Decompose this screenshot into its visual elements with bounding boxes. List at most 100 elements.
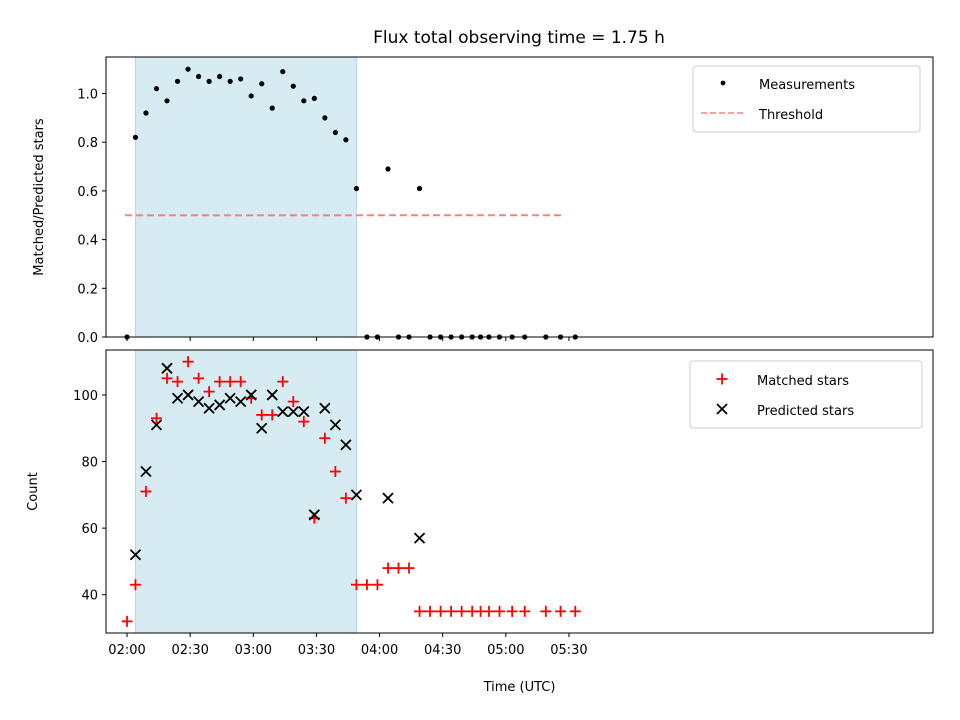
count-panel-frame bbox=[105, 349, 934, 634]
measurement-point bbox=[227, 78, 233, 84]
ratio-panel-frame bbox=[105, 56, 934, 338]
matched-star-point bbox=[483, 605, 495, 617]
ratio-panel: 0.0 0.2 0.4 0.6 0.8 1.0 Matched/Predicted sta… bbox=[32, 56, 934, 346]
x-tick-label: 05:00 bbox=[487, 643, 524, 658]
matched-star-point bbox=[214, 376, 226, 388]
x-tick-label: 04:00 bbox=[361, 643, 398, 658]
matched-star-point bbox=[203, 386, 215, 398]
matched-star-point bbox=[435, 605, 447, 617]
count-legend: Matched stars Predicted stars bbox=[689, 360, 923, 429]
measurement-point bbox=[238, 76, 244, 82]
predicted-star-point bbox=[245, 389, 257, 401]
measurement-point bbox=[290, 83, 296, 89]
predicted-star-point bbox=[182, 389, 194, 401]
predicted-star-point bbox=[319, 402, 331, 414]
predicted-star-point bbox=[340, 439, 352, 451]
ratio-y-tick-label: 0.4 bbox=[77, 234, 98, 249]
measurement-point bbox=[217, 73, 223, 80]
predicted-star-point bbox=[308, 509, 320, 521]
matched-star-point bbox=[393, 562, 405, 574]
ratio-y-tick-label: 0.8 bbox=[77, 136, 98, 151]
measurement-point bbox=[206, 78, 212, 84]
matched-star-point bbox=[456, 605, 468, 617]
x-tick-label: 02:00 bbox=[108, 643, 145, 658]
count-y-tick-label: 40 bbox=[81, 589, 98, 604]
predicted-star-point bbox=[171, 392, 184, 404]
measurement-point bbox=[416, 185, 423, 192]
matched-star-point bbox=[382, 562, 394, 574]
count-y-tick-label: 100 bbox=[73, 389, 98, 404]
matched-star-point bbox=[340, 492, 352, 504]
predicted-star-point bbox=[235, 395, 247, 408]
chart-title: Flux total observing time = 1.75 h bbox=[373, 28, 665, 48]
matched-star-point bbox=[298, 416, 310, 428]
matched-star-point bbox=[506, 605, 518, 617]
ratio-y-axis-label: Matched/Predicted stars bbox=[32, 118, 47, 276]
matched-star-point bbox=[266, 409, 278, 421]
x-tick-label: 05:30 bbox=[550, 643, 587, 658]
measurement-point bbox=[385, 166, 391, 172]
measurement-point bbox=[164, 98, 170, 104]
legend-predicted-label: Predicted stars bbox=[757, 404, 854, 419]
measurement-point bbox=[301, 98, 307, 104]
predicted-star-point bbox=[213, 399, 226, 411]
matched-star-point bbox=[319, 432, 331, 444]
count-legend-box bbox=[689, 360, 923, 429]
predicted-star-point bbox=[382, 492, 394, 504]
legend-matched-marker bbox=[716, 373, 728, 385]
matched-star-point bbox=[172, 376, 184, 388]
matched-star-point bbox=[235, 376, 247, 388]
measurement-point bbox=[248, 93, 254, 99]
ratio-y-tick-label: 0.0 bbox=[77, 331, 98, 346]
ratio-y-tick-label: 0.2 bbox=[77, 282, 98, 297]
predicted-star-point bbox=[192, 395, 205, 408]
matched-star-point bbox=[371, 579, 383, 591]
matched-star-point bbox=[129, 579, 141, 591]
predicted-star-point bbox=[287, 405, 299, 418]
legend-measurements-label: Measurements bbox=[759, 78, 855, 93]
predicted-star-point bbox=[224, 392, 236, 404]
predicted-star-point bbox=[256, 422, 268, 434]
x-axis-label: Time (UTC) bbox=[483, 680, 556, 695]
count-panel: 02:00 02:30 03:00 03:30 04:00 04:30 05:00 05:30… bbox=[26, 349, 934, 695]
matched-star-point bbox=[140, 486, 152, 497]
legend-predicted-cross bbox=[716, 403, 728, 415]
measurement-point bbox=[280, 69, 286, 75]
measurement-point bbox=[185, 66, 191, 72]
legend-threshold-label: Threshold bbox=[758, 108, 823, 123]
predicted-star-point bbox=[277, 405, 289, 418]
x-tick-label: 03:00 bbox=[235, 643, 272, 658]
ratio-legend: Measurements Threshold bbox=[692, 65, 921, 133]
matched-star-point bbox=[361, 579, 373, 591]
measurement-point bbox=[322, 115, 328, 121]
measurement-point bbox=[174, 78, 181, 84]
predicted-star-point bbox=[350, 489, 363, 501]
legend-matched-plus bbox=[716, 373, 728, 385]
matched-star-point bbox=[519, 605, 531, 617]
observing-window-band bbox=[134, 349, 357, 634]
matched-star-point bbox=[445, 605, 457, 617]
matched-star-point bbox=[329, 466, 341, 478]
ratio-y-tick-label: 0.6 bbox=[77, 185, 98, 200]
matched-star-point bbox=[494, 605, 506, 617]
predicted-star-point bbox=[329, 419, 342, 431]
count-y-axis-label: Count bbox=[26, 472, 41, 511]
measurement-point bbox=[353, 185, 360, 192]
x-tick-label: 02:30 bbox=[171, 643, 208, 658]
predicted-star-point bbox=[161, 362, 173, 374]
legend-measurements-marker bbox=[720, 80, 726, 86]
matched-star-point bbox=[414, 605, 426, 617]
predicted-star-point bbox=[129, 549, 142, 561]
measurement-point bbox=[343, 137, 349, 143]
count-y-tick-label: 60 bbox=[81, 522, 98, 537]
measurement-point bbox=[195, 73, 202, 80]
matched-star-point bbox=[540, 605, 552, 617]
predicted-star-point bbox=[266, 389, 278, 401]
matched-star-point bbox=[424, 605, 436, 617]
measurement-point bbox=[153, 86, 160, 92]
matched-star-point bbox=[151, 412, 163, 424]
ratio-y-tick-label: 1.0 bbox=[77, 88, 98, 103]
measurement-point bbox=[143, 110, 149, 116]
matched-star-point bbox=[256, 409, 268, 421]
matched-star-point bbox=[224, 376, 236, 388]
